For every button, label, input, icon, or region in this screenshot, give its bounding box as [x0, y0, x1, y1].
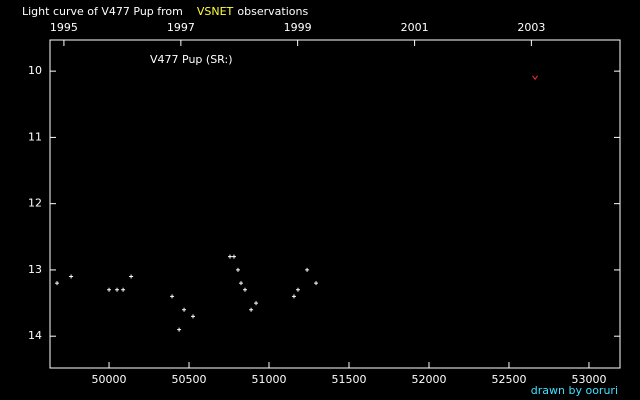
- data-point: [243, 287, 248, 292]
- y-tick-label: 10: [28, 64, 42, 77]
- data-point: [170, 294, 175, 299]
- data-point: [291, 294, 296, 299]
- x-tick-label: 51000: [252, 373, 287, 386]
- data-point: [231, 254, 236, 259]
- source: VSNET: [197, 5, 234, 18]
- x-tick-label: 52000: [411, 373, 446, 386]
- x-tick-label: 52500: [491, 373, 526, 386]
- title-suffix: observations: [237, 5, 308, 18]
- data-point: [129, 274, 134, 279]
- x2-tick-label: 2001: [401, 21, 429, 34]
- star-label: V477 Pup (SR:): [150, 53, 232, 66]
- y-tick-label: 12: [28, 197, 42, 210]
- y-tick-label: 14: [28, 329, 42, 342]
- data-point: [69, 274, 74, 279]
- data-point: [121, 287, 126, 292]
- x-tick-label: 50500: [172, 373, 207, 386]
- credit: drawn by ooruri: [531, 384, 618, 397]
- x2-tick-label: 1997: [167, 21, 195, 34]
- data-point: [115, 287, 120, 292]
- data-point: [235, 267, 240, 272]
- x-tick-label: 51500: [331, 373, 366, 386]
- x2-tick-label: 2003: [517, 21, 545, 34]
- data-point: [177, 327, 182, 332]
- x2-tick-label: 1999: [284, 21, 312, 34]
- data-point: [107, 287, 112, 292]
- data-point: [249, 307, 254, 312]
- data-point: [182, 307, 187, 312]
- title-text: Light curve of V477 Pup from: [22, 5, 183, 18]
- y-tick-label: 13: [28, 263, 42, 276]
- data-point: [227, 254, 232, 259]
- data-point: [55, 281, 60, 286]
- data-point: [295, 287, 300, 292]
- data-point: [314, 281, 319, 286]
- data-point: [191, 314, 196, 319]
- y-tick-label: 11: [28, 130, 42, 143]
- x-tick-label: 50000: [92, 373, 127, 386]
- data-point: [239, 281, 244, 286]
- data-point: [532, 75, 538, 81]
- data-point: [254, 301, 259, 306]
- x-tick-label: 53000: [571, 373, 606, 386]
- x2-tick-label: 1995: [50, 21, 78, 34]
- chart-title: Light curve of V477 Pup from VSNET observa…: [22, 5, 308, 18]
- data-point: [305, 267, 310, 272]
